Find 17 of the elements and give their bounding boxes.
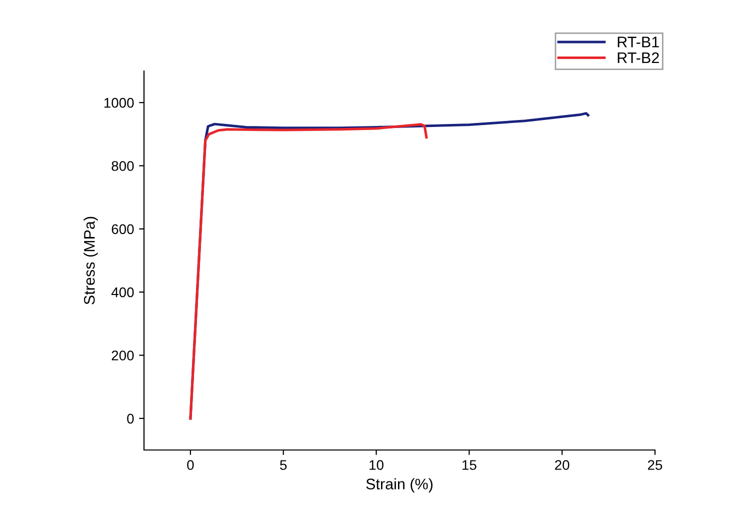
x-tick-label: 5 [280, 460, 287, 470]
x-tick-label: 10 [370, 460, 384, 470]
x-tick-label: 15 [462, 460, 476, 470]
x-tick-label: 25 [648, 460, 662, 470]
y-axis-title: Stress (MPa) [84, 216, 98, 304]
line-series [189, 123, 428, 420]
x-axis-title: Strain (%) [366, 478, 433, 492]
y-tick-label: 600 [112, 224, 134, 234]
y-tick-label: 800 [112, 161, 134, 171]
y-tick-label: 1000 [104, 98, 134, 108]
y-tick-label: 200 [112, 350, 134, 360]
legend-label: RT-B2 [618, 52, 659, 64]
y-tick-label: 0 [127, 414, 134, 424]
x-tick-label: 20 [555, 460, 570, 470]
legend-label: RT-B1 [618, 36, 659, 48]
y-tick-label: 400 [111, 287, 134, 298]
x-tick-label: 0 [187, 460, 194, 470]
